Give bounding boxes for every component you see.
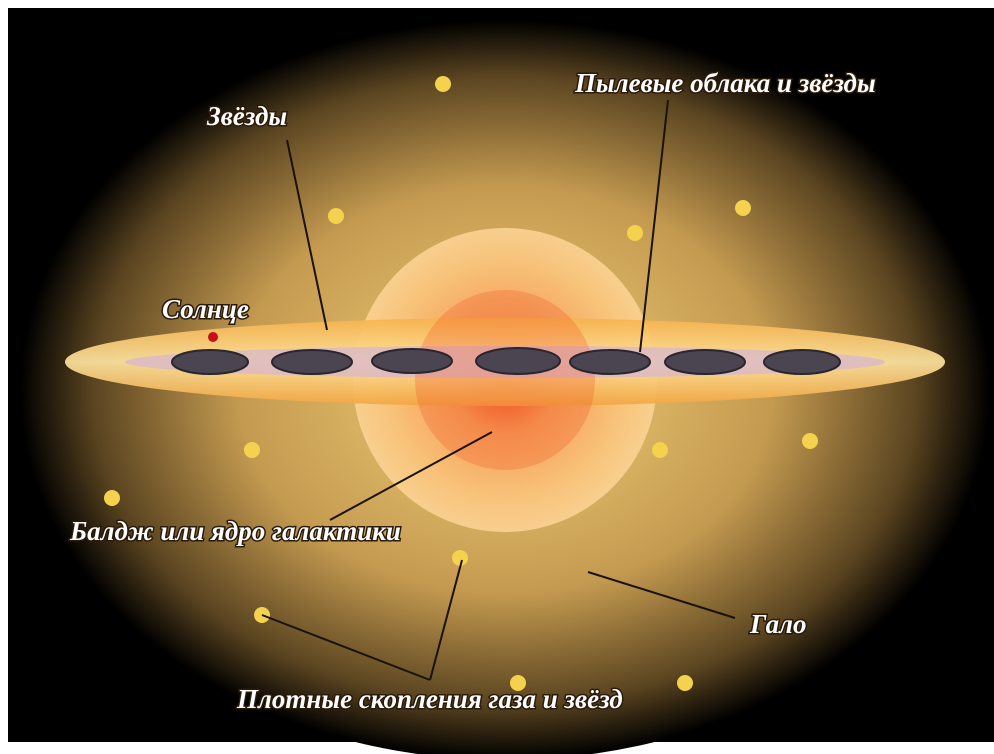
galaxy-diagram: Звёзды Пылевые облака и звёзды Солнце Ба… — [0, 0, 994, 754]
dust-cloud — [372, 349, 452, 373]
star — [735, 200, 751, 216]
dust-cloud — [272, 350, 352, 374]
clusters-label: Плотные скопления газа и звёзд — [236, 684, 623, 714]
star — [802, 433, 818, 449]
star — [627, 225, 643, 241]
bulge-label: Балдж или ядро галактики — [69, 516, 401, 546]
sun-dot — [208, 332, 218, 342]
star — [104, 490, 120, 506]
dust-cloud — [665, 350, 745, 374]
star — [452, 550, 468, 566]
bulge-glow — [415, 290, 595, 470]
star — [328, 208, 344, 224]
dust-cloud — [570, 350, 650, 374]
star — [677, 675, 693, 691]
sun-label: Солнце — [162, 294, 249, 324]
star — [652, 442, 668, 458]
halo-label: Гало — [749, 609, 807, 639]
stars-label: Звёзды — [206, 101, 287, 131]
dust-cloud — [476, 348, 560, 374]
dust-cloud — [764, 350, 840, 374]
dust-label: Пылевые облака и звёзды — [574, 68, 876, 98]
dust-cloud — [172, 350, 248, 374]
star — [244, 442, 260, 458]
star — [435, 76, 451, 92]
page: Звёзды Пылевые облака и звёзды Солнце Ба… — [0, 0, 994, 754]
